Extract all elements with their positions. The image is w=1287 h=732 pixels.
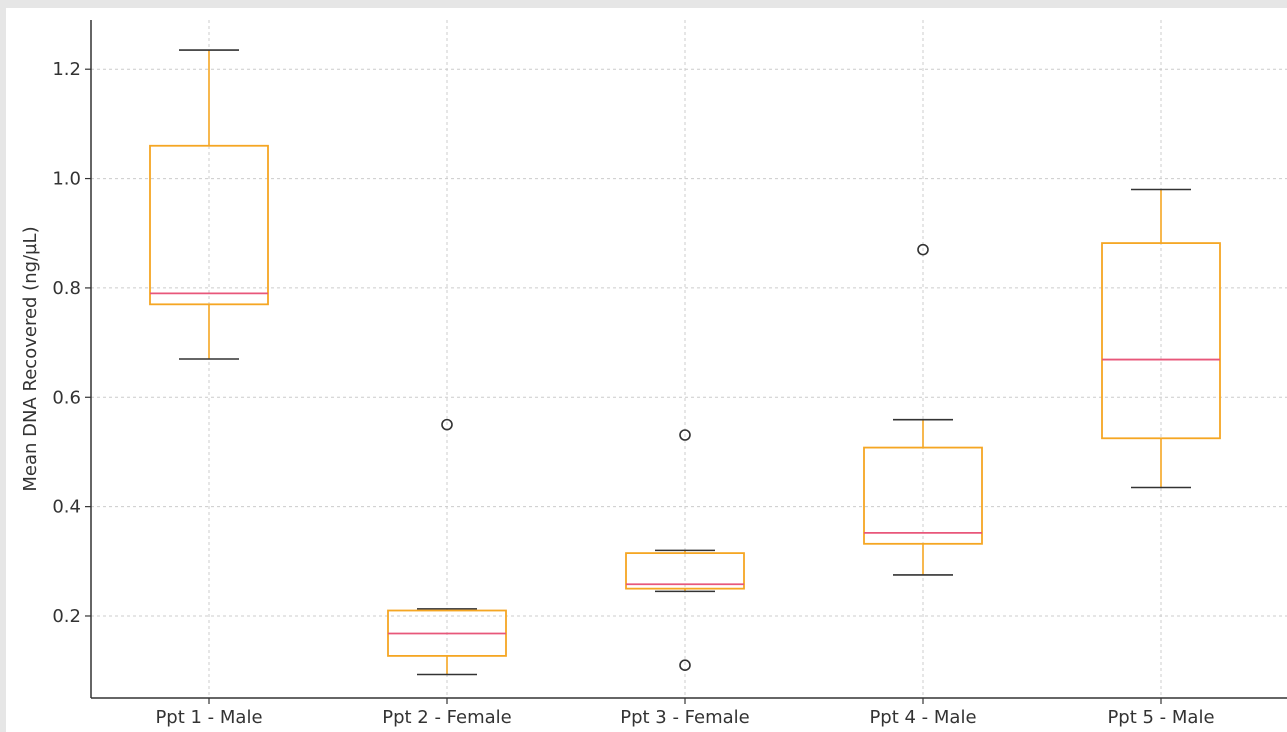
outlier-point — [679, 659, 691, 671]
y-tick-label: 0.8 — [52, 278, 81, 299]
y-tick-label: 1.0 — [52, 169, 81, 190]
chart-frame: 0.2 0.4 0.6 0.8 1.0 1.2 Ppt 1 - Male Ppt 2 - Fe… — [6, 8, 1287, 732]
y-tick-label: 0.4 — [52, 497, 81, 518]
outlier-point — [917, 243, 929, 256]
x-tick-label: Ppt 5 - Male — [1107, 707, 1214, 728]
box-group — [149, 49, 269, 360]
boxes-layer — [149, 49, 1221, 676]
labels-layer: 0.2 0.4 0.6 0.8 1.0 1.2 Ppt 1 - Male Ppt 2 - Fe… — [52, 59, 1214, 728]
y-tick-label: 0.2 — [52, 606, 81, 627]
x-tick-label: Ppt 2 - Female — [382, 707, 512, 728]
x-tick-label: Ppt 4 - Male — [869, 707, 976, 728]
iqr-box — [149, 144, 269, 306]
x-tick-label: Ppt 1 - Male — [155, 707, 262, 728]
box-group — [625, 429, 745, 671]
y-tick-label: 1.2 — [52, 59, 81, 80]
box-group — [387, 418, 507, 676]
y-tick-label: 0.6 — [52, 387, 81, 408]
iqr-box — [1101, 242, 1221, 440]
x-tick-label: Ppt 3 - Female — [620, 707, 750, 728]
outlier-point — [679, 429, 691, 441]
outlier-point — [441, 418, 453, 431]
box-plot: 0.2 0.4 0.6 0.8 1.0 1.2 Ppt 1 - Male Ppt 2 - Fe… — [20, 20, 1287, 728]
box-group — [863, 243, 983, 576]
axes-layer — [85, 20, 1287, 704]
box-group — [1101, 188, 1221, 489]
grid-layer — [91, 20, 1287, 698]
iqr-box — [863, 446, 983, 545]
iqr-box — [625, 552, 745, 590]
y-axis-label: Mean DNA Recovered (ng/µL) — [20, 226, 41, 491]
